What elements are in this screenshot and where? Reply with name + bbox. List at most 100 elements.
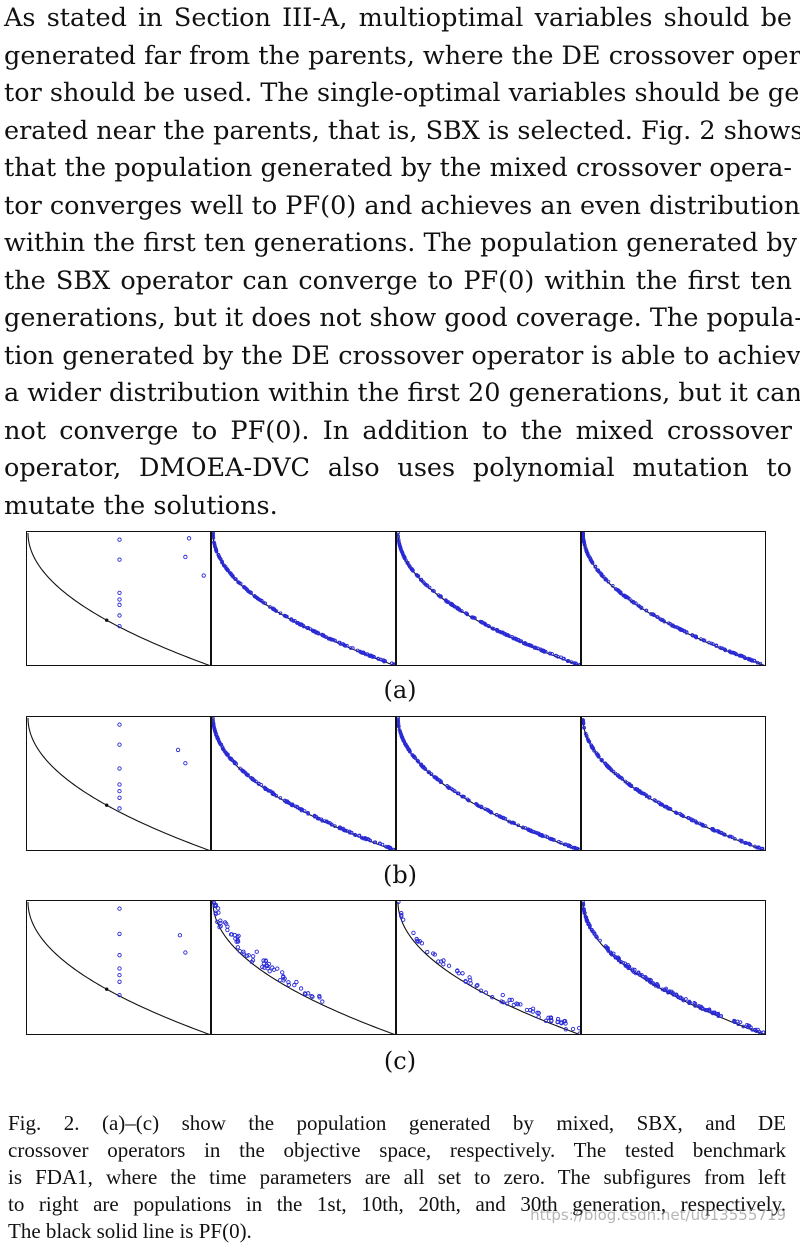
population-point <box>409 567 414 571</box>
population-point <box>294 979 299 985</box>
population-point <box>509 997 514 1003</box>
population-point <box>636 603 641 608</box>
population-point <box>621 960 626 965</box>
population-point <box>503 816 508 821</box>
population-point <box>439 594 443 599</box>
population-point <box>652 613 656 617</box>
population-point <box>455 968 460 973</box>
population-point <box>647 977 652 982</box>
population-point <box>527 642 531 647</box>
population-point <box>175 747 181 753</box>
population-point <box>384 844 388 849</box>
population-point <box>693 1001 698 1006</box>
population-point <box>212 536 216 540</box>
population-point <box>598 571 603 576</box>
pareto-front-line <box>397 532 580 665</box>
population-point <box>310 994 315 999</box>
population-point <box>117 789 122 794</box>
population-point <box>220 746 225 751</box>
population-point <box>705 1007 709 1012</box>
population-point <box>613 955 618 960</box>
population-point <box>218 556 222 561</box>
population-point <box>700 822 705 827</box>
population-point <box>464 611 469 616</box>
population-point <box>633 601 638 606</box>
population-point <box>186 536 192 541</box>
population-point <box>483 623 488 627</box>
figure-label-b: (b) <box>382 861 418 889</box>
population-point <box>741 1024 746 1029</box>
population-point <box>660 617 664 622</box>
population-point <box>117 992 122 998</box>
population-point <box>656 984 660 988</box>
body-line: the SBX operator can converge to PF(0) w… <box>4 265 792 296</box>
population-point <box>529 829 533 833</box>
population-point <box>671 624 676 628</box>
population-point <box>455 605 459 610</box>
pareto-front-line <box>582 901 765 1034</box>
body-line: tion generated by the DE crossover opera… <box>4 340 800 371</box>
population-point <box>427 770 431 775</box>
population-point <box>263 958 268 963</box>
population-point <box>561 1019 567 1024</box>
population-point <box>230 758 235 763</box>
population-point <box>425 949 430 955</box>
population-point <box>117 597 122 602</box>
population-point <box>397 901 401 905</box>
population-point <box>397 723 401 728</box>
population-point <box>574 661 578 665</box>
population-point <box>458 608 462 613</box>
scatter-plot <box>397 532 580 665</box>
population-point <box>286 982 291 988</box>
population-point <box>569 845 573 849</box>
population-point <box>445 784 449 788</box>
scatter-plot <box>582 532 765 665</box>
population-point <box>498 630 503 634</box>
population-point <box>673 810 678 815</box>
population-point <box>326 636 331 641</box>
population-point <box>378 841 383 846</box>
population-point <box>478 988 484 993</box>
population-point <box>104 618 109 622</box>
population-point <box>572 661 576 665</box>
population-point <box>593 565 598 569</box>
population-point <box>717 830 721 835</box>
population-point <box>535 1010 540 1015</box>
population-point <box>117 537 122 542</box>
population-point <box>644 608 649 613</box>
population-point <box>260 599 264 603</box>
population-point <box>218 920 223 926</box>
population-point <box>711 642 715 646</box>
population-point <box>416 759 421 764</box>
population-point <box>748 842 753 847</box>
population-point <box>350 646 355 650</box>
population-point <box>460 971 465 976</box>
population-point <box>582 542 587 547</box>
population-point <box>703 824 708 828</box>
scatter-plot <box>212 901 395 1034</box>
population-point <box>281 974 286 979</box>
population-point <box>653 983 658 988</box>
population-point <box>397 532 400 535</box>
population-point <box>635 787 640 792</box>
population-point <box>543 834 548 839</box>
population-point <box>627 597 632 601</box>
population-point <box>501 1000 506 1005</box>
population-point <box>752 658 757 663</box>
figure-row-b <box>26 716 766 851</box>
scatter-panel-mixed-gen-10th <box>211 531 396 666</box>
population-point <box>117 906 122 911</box>
population-point <box>727 649 732 654</box>
scatter-panel-de-gen-1st <box>26 900 211 1035</box>
caption-line: The black solid line is PF(0). <box>8 1219 252 1243</box>
population-point <box>455 791 460 796</box>
population-point <box>598 938 602 943</box>
population-point <box>216 552 221 557</box>
population-point <box>297 806 302 811</box>
population-point <box>590 560 595 565</box>
population-point <box>446 963 452 968</box>
population-point <box>412 754 416 759</box>
population-point <box>227 570 232 575</box>
population-point <box>397 534 401 539</box>
scatter-panel-de-gen-20th <box>396 900 581 1035</box>
